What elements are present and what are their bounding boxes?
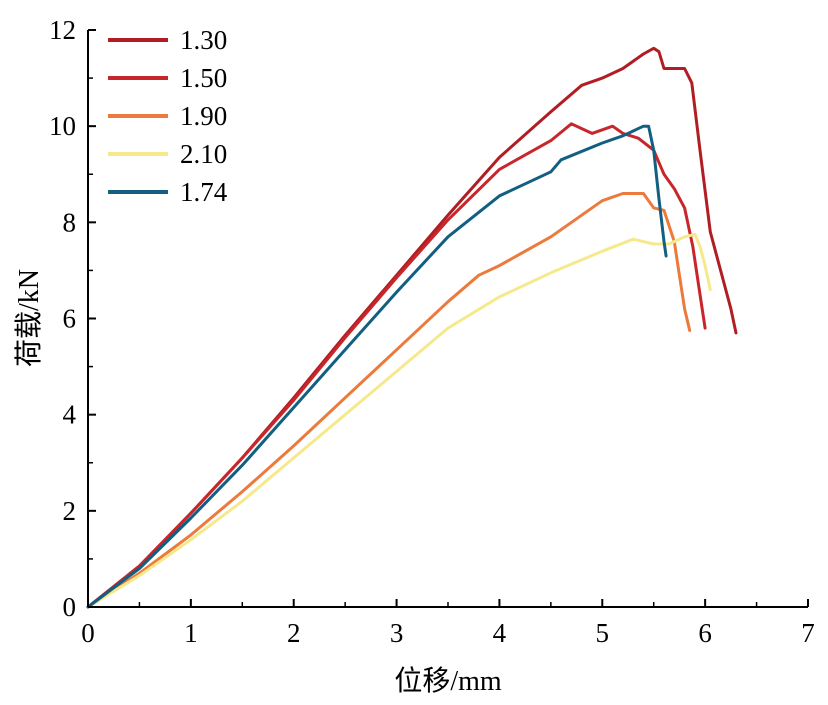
x-tick-label: 6 bbox=[698, 618, 712, 648]
legend-label: 1.90 bbox=[180, 101, 227, 131]
y-tick-label: 4 bbox=[63, 400, 77, 430]
y-tick-label: 12 bbox=[49, 15, 76, 45]
legend-label: 2.10 bbox=[180, 139, 227, 169]
series-line-1-30 bbox=[86, 46, 738, 609]
plot-area bbox=[86, 46, 738, 609]
y-tick-label: 8 bbox=[63, 207, 77, 237]
series-line-2-10 bbox=[86, 232, 712, 609]
y-tick-label: 2 bbox=[63, 496, 77, 526]
series-line-1-90 bbox=[86, 192, 692, 609]
y-axis-title: 荷载/kN bbox=[13, 269, 45, 367]
x-ticks: 0 1 2 3 4 5 6 7 bbox=[81, 599, 815, 648]
y-tick-label: 10 bbox=[49, 111, 76, 141]
x-tick-label: 7 bbox=[801, 618, 815, 648]
y-tick-label: 6 bbox=[63, 304, 77, 334]
series-line-1-74 bbox=[86, 124, 668, 609]
series-line-1-50 bbox=[86, 122, 707, 609]
x-tick-label: 3 bbox=[390, 618, 404, 648]
legend: 1.30 1.50 1.90 2.10 1.74 bbox=[108, 25, 228, 207]
legend-label: 1.30 bbox=[180, 25, 227, 55]
x-tick-label: 4 bbox=[493, 618, 507, 648]
y-tick-label: 0 bbox=[63, 592, 77, 622]
x-tick-label: 5 bbox=[596, 618, 610, 648]
legend-label: 1.74 bbox=[180, 177, 228, 207]
x-tick-label: 1 bbox=[184, 618, 198, 648]
x-tick-label: 0 bbox=[81, 618, 95, 648]
x-tick-label: 2 bbox=[287, 618, 301, 648]
legend-label: 1.50 bbox=[180, 63, 227, 93]
x-axis-title: 位移/mm bbox=[394, 665, 502, 697]
y-ticks: 0 2 4 6 8 10 12 bbox=[49, 15, 96, 622]
